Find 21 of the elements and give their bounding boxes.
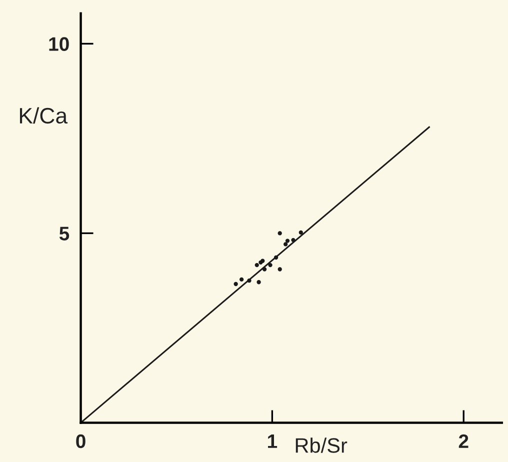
point bbox=[256, 280, 261, 284]
x-axis-title: Rb/Sr bbox=[296, 438, 348, 453]
x-tick-label: 0 bbox=[76, 434, 86, 448]
x-tick-label: 1 bbox=[268, 434, 278, 448]
point bbox=[268, 262, 272, 268]
y-tick-label: 5 bbox=[59, 226, 70, 240]
point bbox=[254, 262, 259, 268]
point bbox=[278, 231, 282, 236]
x-tick-label: 2 bbox=[458, 434, 468, 448]
point bbox=[291, 238, 296, 242]
point bbox=[278, 267, 282, 272]
point bbox=[262, 267, 267, 272]
y-tick-label: 10 bbox=[49, 37, 69, 51]
point bbox=[234, 282, 238, 286]
point bbox=[298, 230, 303, 235]
point bbox=[284, 242, 288, 246]
point bbox=[285, 238, 290, 243]
point bbox=[247, 278, 252, 283]
point bbox=[239, 277, 244, 282]
point bbox=[274, 255, 278, 260]
y-axis-title: K/Ca bbox=[20, 107, 68, 124]
